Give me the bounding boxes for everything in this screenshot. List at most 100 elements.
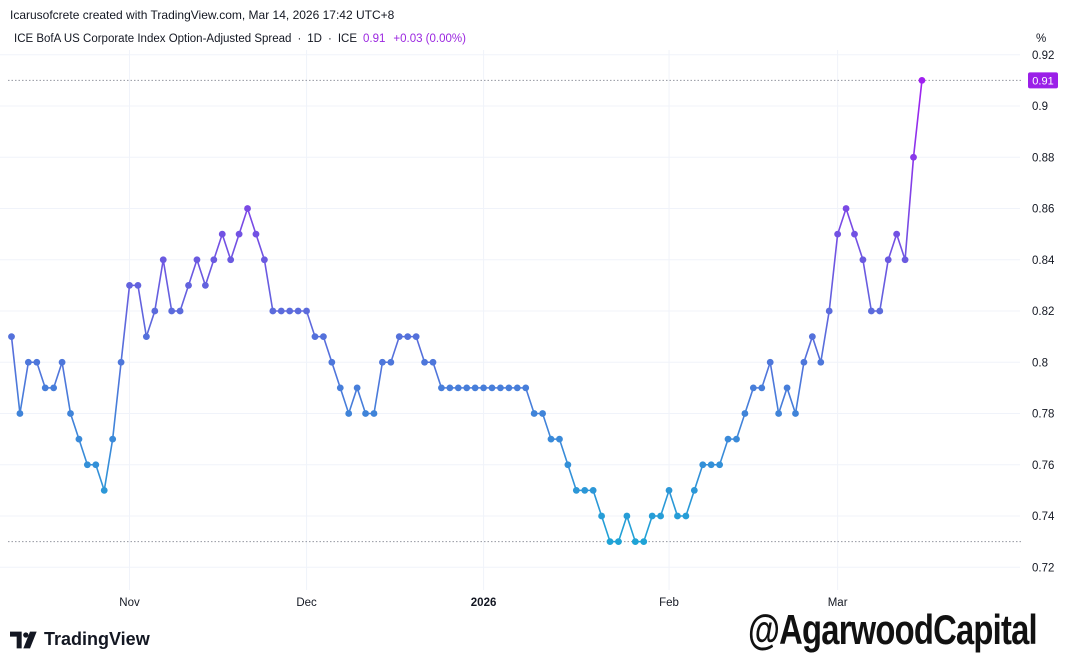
data-point: [834, 230, 842, 238]
data-point: [699, 461, 707, 469]
data-point: [109, 435, 117, 443]
data-point: [218, 230, 226, 238]
data-point: [547, 435, 555, 443]
data-point: [775, 410, 783, 417]
data-point: [379, 358, 386, 366]
data-point: [471, 384, 479, 392]
y-tick-label: 0.8: [1032, 357, 1048, 369]
data-point: [674, 512, 681, 520]
data-point: [142, 333, 150, 341]
data-point: [336, 384, 344, 392]
x-tick-label: Nov: [119, 597, 140, 609]
data-point: [8, 333, 15, 341]
data-point: [50, 384, 58, 392]
data-point: [876, 307, 884, 315]
data-points: [8, 76, 926, 546]
y-tick-label: 0.78: [1032, 409, 1054, 421]
data-point: [421, 358, 428, 366]
data-point: [16, 410, 24, 417]
data-point: [918, 76, 926, 84]
data-point: [783, 384, 791, 392]
data-point: [623, 512, 631, 520]
data-point: [741, 410, 749, 417]
data-point: [808, 333, 816, 341]
data-point: [235, 230, 243, 238]
x-tick-label: Mar: [828, 597, 848, 609]
data-point: [505, 384, 513, 392]
grid-lines: [0, 50, 1020, 590]
last-value-badge-bg: [1028, 72, 1058, 89]
data-point: [556, 435, 563, 443]
series-name: ICE BofA US Corporate Index Option-Adjus…: [14, 33, 292, 45]
data-point: [176, 307, 184, 315]
data-point: [539, 410, 546, 417]
reference-lines: [8, 79, 1022, 543]
value-change: +0.03 (0.00%): [393, 33, 466, 45]
data-point: [758, 384, 766, 392]
data-point: [513, 384, 521, 392]
data-point: [564, 461, 572, 469]
chart-attribution: Icarusofcrete created with TradingView.c…: [10, 8, 395, 22]
data-point: [227, 256, 235, 264]
data-point: [244, 205, 251, 212]
data-point: [480, 384, 487, 392]
data-point: [446, 384, 454, 392]
data-point: [859, 256, 867, 264]
data-point: [168, 307, 176, 315]
data-point: [67, 410, 74, 417]
data-point: [412, 333, 420, 341]
data-point: [159, 256, 167, 264]
data-point: [851, 230, 858, 238]
data-point: [581, 486, 589, 494]
data-point: [817, 358, 825, 366]
data-point: [716, 461, 724, 469]
x-tick-label: Dec: [296, 597, 317, 609]
data-point: [353, 384, 361, 392]
data-point: [303, 307, 310, 315]
data-point: [429, 358, 437, 366]
data-point: [463, 384, 471, 392]
current-value: 0.91: [363, 33, 386, 45]
data-point: [261, 256, 268, 264]
tradingview-logo[interactable]: TradingView: [10, 629, 150, 650]
data-point: [615, 538, 622, 546]
data-point: [893, 230, 901, 238]
last-value-badge: 0.91: [1028, 72, 1058, 89]
data-point: [733, 435, 740, 443]
data-point: [75, 435, 83, 443]
data-point: [842, 205, 850, 212]
data-point: [24, 358, 32, 366]
data-point: [497, 384, 504, 392]
data-point: [665, 486, 673, 494]
data-point: [631, 538, 639, 546]
data-point: [100, 486, 108, 494]
data-point: [901, 256, 909, 264]
data-point: [201, 281, 209, 289]
x-axis[interactable]: Nov Dec 2026 Feb Mar: [119, 597, 847, 609]
tradingview-logo-icon: [10, 631, 37, 648]
data-point: [41, 384, 49, 392]
interval-label: 1D: [307, 33, 322, 45]
data-point: [387, 358, 395, 366]
data-point: [690, 486, 698, 494]
data-point: [724, 435, 732, 443]
y-axis[interactable]: 0.72 0.74 0.76 0.78 0.8 0.82 0.84 0.86 0.88 0.9 0.…: [1032, 50, 1055, 575]
data-point: [362, 410, 369, 417]
data-point: [83, 461, 91, 469]
data-point: [648, 512, 656, 520]
data-point: [640, 538, 648, 546]
data-point: [682, 512, 690, 520]
data-point: [370, 410, 378, 417]
data-point: [867, 307, 875, 315]
data-point: [589, 486, 597, 494]
data-point: [454, 384, 462, 392]
x-tick-label: Feb: [659, 597, 679, 609]
series-legend[interactable]: ICE BofA US Corporate Index Option-Adjus…: [14, 33, 466, 45]
data-point: [910, 153, 917, 161]
source-label: ICE: [337, 33, 357, 45]
data-point: [269, 307, 277, 315]
y-tick-label: 0.9: [1032, 101, 1048, 113]
data-point: [530, 410, 538, 417]
data-point: [522, 384, 530, 392]
